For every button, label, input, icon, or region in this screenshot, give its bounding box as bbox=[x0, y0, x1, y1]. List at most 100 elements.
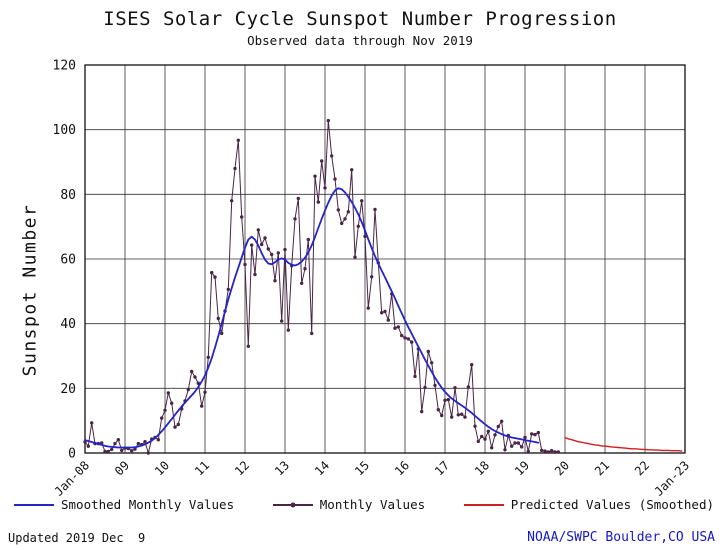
data-point-marker bbox=[543, 449, 547, 453]
data-point-marker bbox=[143, 440, 147, 444]
data-point-marker bbox=[130, 449, 134, 453]
data-point-marker bbox=[173, 425, 177, 429]
data-point-marker bbox=[276, 251, 280, 255]
x-tick-label: 11 bbox=[192, 458, 212, 478]
x-tick-label: 09 bbox=[112, 458, 132, 478]
data-point-marker bbox=[200, 404, 204, 408]
legend-item-monthly: Monthly Values bbox=[272, 497, 426, 512]
x-tick-label: Jan-23 bbox=[652, 458, 693, 499]
data-point-marker bbox=[120, 448, 124, 453]
data-point-marker bbox=[160, 416, 164, 420]
data-point-marker bbox=[526, 449, 530, 454]
data-point-marker bbox=[263, 236, 267, 240]
data-point-marker bbox=[536, 430, 540, 435]
data-point-marker bbox=[260, 242, 264, 247]
data-point-marker bbox=[486, 429, 490, 433]
data-point-marker bbox=[493, 433, 497, 437]
data-point-marker bbox=[106, 449, 111, 454]
data-point-marker bbox=[396, 325, 400, 329]
x-tick-label: 18 bbox=[472, 458, 492, 478]
x-tick-label: 13 bbox=[272, 458, 292, 478]
data-point-marker bbox=[283, 247, 287, 252]
data-point-marker bbox=[346, 210, 350, 214]
data-point-marker bbox=[403, 336, 407, 340]
data-point-marker bbox=[90, 421, 94, 425]
data-point-marker bbox=[466, 385, 470, 389]
y-tick-label: 40 bbox=[60, 317, 76, 332]
data-point-marker bbox=[350, 168, 354, 172]
data-point-marker bbox=[500, 419, 504, 423]
data-point-marker bbox=[556, 450, 560, 454]
data-point-marker bbox=[136, 441, 140, 446]
chart-subtitle: Observed data through Nov 2019 bbox=[247, 33, 473, 48]
series-monthly-values bbox=[84, 120, 559, 454]
data-point-marker bbox=[436, 408, 440, 412]
data-point-marker bbox=[453, 386, 457, 390]
data-point-marker bbox=[170, 401, 174, 405]
legend-item-predicted: Predicted Values (Smoothed) bbox=[463, 497, 714, 512]
data-point-marker bbox=[146, 451, 150, 455]
data-point-marker bbox=[110, 447, 114, 452]
data-point-marker bbox=[353, 255, 357, 259]
data-point-marker bbox=[310, 331, 314, 336]
data-point-marker bbox=[266, 247, 270, 251]
data-point-marker bbox=[306, 237, 310, 242]
data-point-marker bbox=[470, 363, 474, 367]
data-point-marker bbox=[176, 422, 180, 427]
data-point-marker bbox=[193, 375, 197, 379]
data-point-marker bbox=[483, 437, 487, 441]
data-point-marker bbox=[113, 441, 117, 446]
legend-label-monthly: Monthly Values bbox=[319, 497, 426, 512]
predicted-line-sample bbox=[463, 503, 504, 506]
data-point-marker bbox=[330, 154, 334, 158]
data-point-marker bbox=[553, 450, 557, 454]
data-point-marker bbox=[210, 270, 214, 275]
data-point-marker bbox=[133, 447, 137, 451]
updated-timestamp: Updated 2019 Dec 9 bbox=[8, 531, 146, 545]
data-point-marker bbox=[370, 275, 374, 279]
data-point-marker bbox=[480, 434, 484, 439]
data-point-marker bbox=[413, 374, 417, 379]
x-tick-label: 21 bbox=[592, 458, 612, 478]
data-point-marker bbox=[320, 159, 324, 163]
x-tick-label: Jan-08 bbox=[52, 458, 93, 499]
data-point-marker bbox=[213, 275, 217, 279]
x-tick-label: 20 bbox=[552, 458, 572, 478]
data-point-marker bbox=[280, 319, 284, 323]
data-point-marker bbox=[520, 445, 524, 449]
data-point-marker bbox=[360, 199, 364, 203]
data-point-marker bbox=[400, 333, 404, 338]
data-point-marker bbox=[226, 287, 230, 292]
data-point-marker bbox=[316, 200, 320, 204]
data-point-marker bbox=[380, 311, 384, 315]
x-tick-label: 22 bbox=[632, 458, 652, 478]
data-point-marker bbox=[156, 438, 160, 442]
data-point-marker bbox=[386, 318, 390, 322]
data-point-marker bbox=[363, 234, 367, 239]
smoothed-line-sample bbox=[14, 503, 54, 506]
data-point-marker bbox=[286, 328, 290, 332]
data-point-marker bbox=[420, 409, 424, 414]
data-point-marker bbox=[336, 208, 340, 212]
legend-label-smoothed: Smoothed Monthly Values bbox=[61, 497, 235, 512]
y-tick-label: 0 bbox=[68, 447, 76, 462]
data-point-marker bbox=[446, 397, 450, 402]
data-point-marker bbox=[116, 438, 121, 442]
data-point-marker bbox=[473, 424, 477, 428]
data-point-marker bbox=[253, 272, 257, 277]
data-point-marker bbox=[326, 118, 330, 123]
data-point-marker bbox=[163, 408, 167, 412]
legend-label-predicted: Predicted Values (Smoothed) bbox=[510, 497, 714, 512]
data-point-marker bbox=[323, 186, 327, 190]
data-point-marker bbox=[303, 267, 307, 271]
x-tick-label: 17 bbox=[432, 458, 452, 478]
data-point-marker bbox=[496, 424, 500, 429]
data-point-marker bbox=[206, 355, 210, 359]
data-point-marker bbox=[426, 349, 430, 354]
legend-dot bbox=[290, 502, 296, 507]
data-point-marker bbox=[503, 448, 507, 452]
data-point-marker bbox=[300, 281, 304, 285]
data-point-marker bbox=[516, 441, 520, 445]
